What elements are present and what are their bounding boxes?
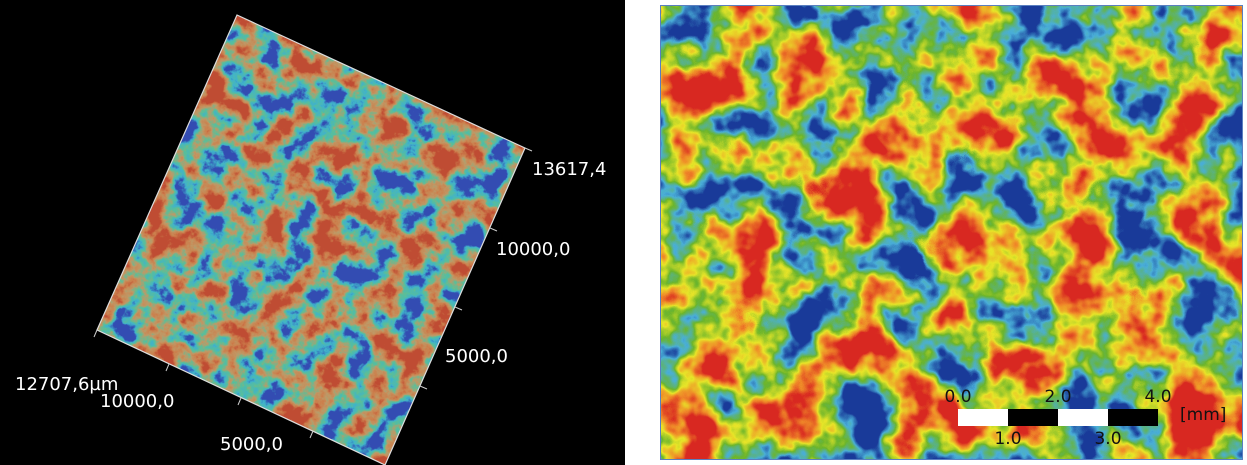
scale-segment	[1108, 409, 1158, 426]
left-view: 13617,4 10000,0 5000,0 12707,6µm 10000,0…	[0, 0, 625, 465]
axis-label: 13617,4	[532, 159, 606, 180]
scale-segment	[1008, 409, 1058, 426]
scale-label: 2.0	[1044, 387, 1071, 407]
scale-label: 3.0	[1094, 429, 1121, 449]
scale-unit: [mm]	[1180, 405, 1226, 425]
scale-label: 1.0	[994, 429, 1021, 449]
scale-segment	[1058, 409, 1108, 426]
axis-label: 5000,0	[220, 434, 283, 455]
scale-label: 0.0	[944, 387, 971, 407]
axis-label: 5000,0	[445, 346, 508, 367]
scale-label: 4.0	[1144, 387, 1171, 407]
page: 13617,4 10000,0 5000,0 12707,6µm 10000,0…	[0, 0, 1247, 465]
axis-label: 10000,0	[100, 391, 174, 412]
right-view: 0.0 2.0 4.0 1.0 3.0 [mm]	[660, 5, 1243, 460]
scale-segment	[958, 409, 1008, 426]
axis-label: 10000,0	[496, 239, 570, 260]
